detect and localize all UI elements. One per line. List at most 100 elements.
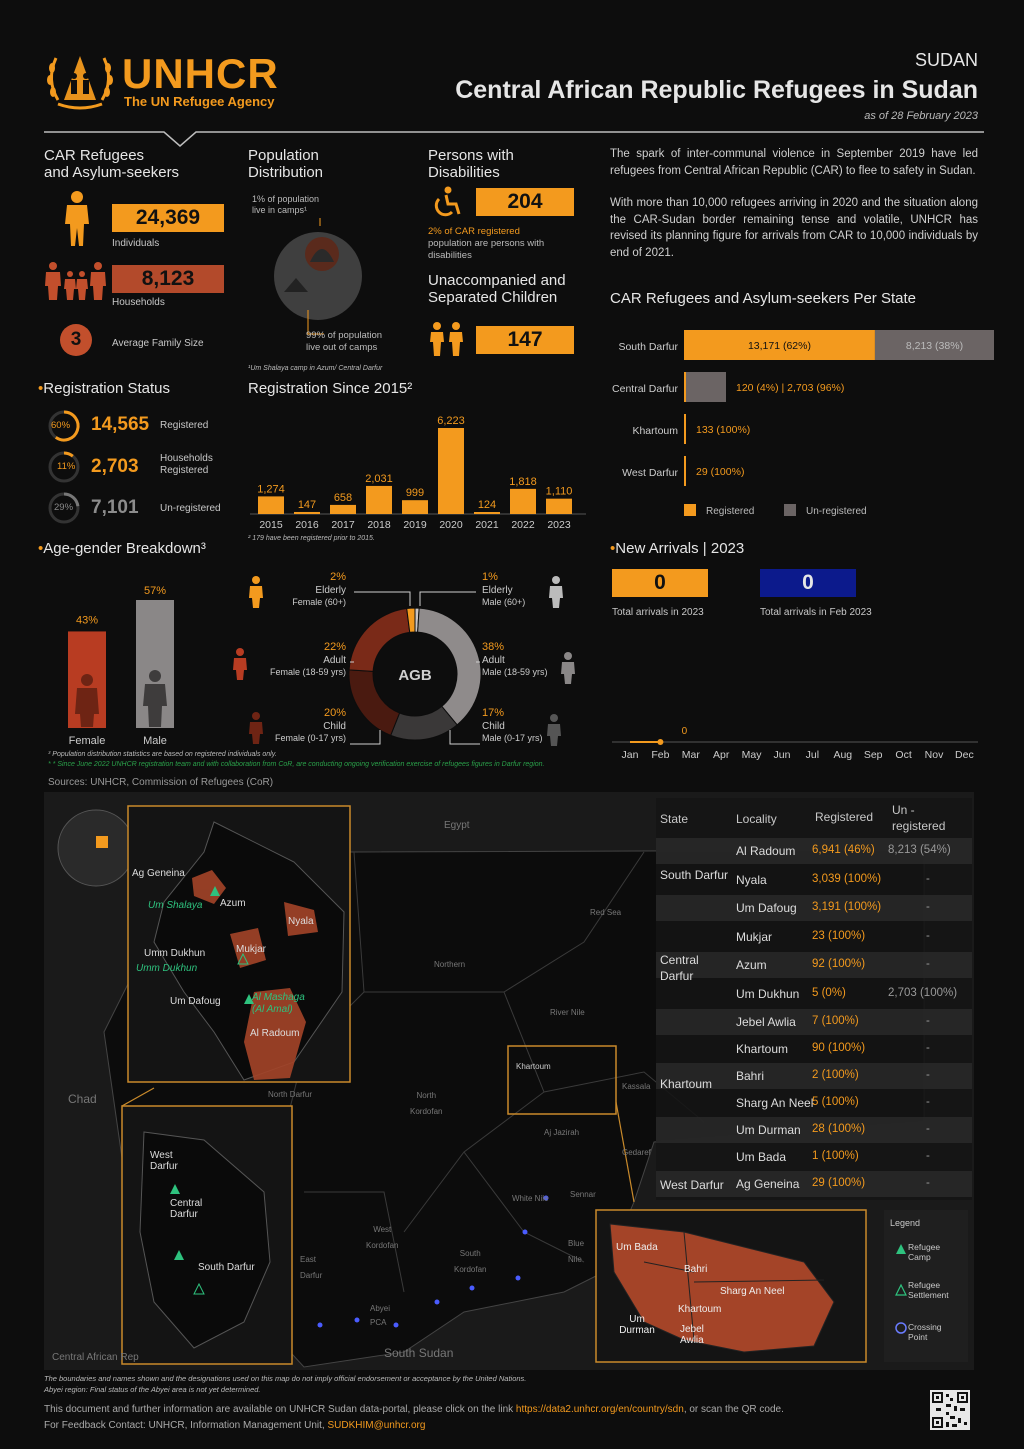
- table-cell-unregistered: -: [926, 872, 930, 885]
- map-label-west-darfur: West Darfur: [150, 1150, 178, 1172]
- table-cell-registered: 7 (100%): [812, 1015, 859, 1027]
- map-label-kh-jebel: Jebel Awlia: [680, 1324, 704, 1346]
- table-row: Al Radoum 6,941 (46%) 8,213 (54%): [656, 838, 972, 864]
- table-row: Sharg An Neel 5 (100%) -: [656, 1090, 972, 1116]
- map-label-kh-khartoum: Khartoum: [678, 1304, 722, 1315]
- map-label-kh-um-bada: Um Bada: [616, 1242, 658, 1253]
- population-title: Population Distribution: [248, 147, 324, 181]
- households-registered-label: Households Registered: [160, 453, 213, 476]
- state-unregistered-label-south-darfur: 8,213 (38%): [906, 340, 963, 352]
- agb-line2-adult-male: Male (18-59 yrs): [482, 667, 548, 677]
- map-label-northern: Northern: [434, 960, 466, 969]
- table-cell-state: South Darfur: [660, 867, 729, 882]
- individuals-label: Individuals: [112, 238, 160, 249]
- map-label-kh-sharg: Sharg An Neel: [720, 1286, 785, 1297]
- reg-bar-2019: [402, 500, 428, 514]
- unregistered-pct: 29%: [54, 502, 74, 513]
- arrivals-month-mar: Mar: [682, 749, 701, 761]
- legend-settlement: Refugee Settlement: [908, 1280, 949, 1300]
- map-label-south-darfur: South Darfur: [198, 1262, 255, 1273]
- age-gender-footnote-2: * * Since June 2022 UNHCR registration t…: [48, 761, 545, 768]
- unhcr-emblem-icon: [47, 56, 113, 110]
- agb-person-icon-head-child-male: [550, 714, 558, 722]
- map-label-um-shalaya: Um Shalaya: [148, 900, 203, 911]
- registered-ring-arc: [54, 410, 80, 442]
- table-cell-registered: 28 (100%): [812, 1123, 866, 1135]
- map-label-kh-bahri: Bahri: [684, 1264, 708, 1275]
- arrivals-month-jul: Jul: [806, 749, 819, 761]
- table-cell-registered: 5 (0%): [812, 986, 846, 999]
- table-cell-unregistered: -: [926, 958, 930, 970]
- agb-pct-elderly-male: 1%: [482, 571, 498, 583]
- refugees-title: CAR Refugees and Asylum-seekers: [44, 147, 180, 181]
- reg-value-2016: 147: [298, 499, 316, 511]
- legend-unregistered-swatch: [784, 504, 796, 516]
- unregistered-value: 7,101: [91, 497, 139, 518]
- agb-person-icon-child-female: [249, 722, 263, 744]
- footer-line-1: This document and further information ar…: [44, 1404, 784, 1415]
- reg-value-2020: 6,223: [437, 415, 465, 427]
- state-label-central-darfur: Central Darfur: [612, 383, 678, 395]
- reg-value-2023: 1,110: [546, 486, 573, 498]
- agb-person-icon-elderly-male: [549, 586, 563, 608]
- disabilities-note: 2% of CAR registered population are pers…: [428, 226, 545, 261]
- state-value-label-west-darfur: 29 (100%): [696, 466, 744, 478]
- new-arrivals-title: •New Arrivals | 2023: [610, 540, 745, 557]
- children-icon: [430, 322, 463, 356]
- qr-code-icon[interactable]: [930, 1390, 970, 1430]
- agb-segment-elderly-female: [406, 607, 416, 633]
- table-cell-locality: Um Dukhun: [736, 986, 800, 1001]
- households-pct: 11%: [57, 461, 76, 472]
- person-icon: [65, 191, 89, 246]
- agb-line2-elderly-male: Male (60+): [482, 597, 525, 607]
- table-cell-state: West Darfur: [660, 1177, 724, 1192]
- map-disclaimer-1: The boundaries and names shown and the d…: [44, 1374, 527, 1383]
- reg-bar-2020: [438, 428, 464, 514]
- male-label: Male: [143, 735, 167, 747]
- agb-person-icon-head-elderly-female: [252, 576, 260, 584]
- map-label-azum: Azum: [220, 898, 246, 909]
- arrivals-month-may: May: [742, 749, 763, 761]
- reg-value-2021: 124: [478, 499, 496, 511]
- agb-line1-elderly-female: Elderly: [315, 585, 346, 596]
- logo-text: UNHCR: [122, 50, 279, 97]
- reg-bar-2023: [546, 498, 572, 514]
- table-cell-unregistered: -: [926, 1015, 930, 1027]
- feedback-email-link[interactable]: SUDKHIM@unhcr.org: [327, 1420, 426, 1431]
- map-label-sennar: Sennar: [570, 1190, 596, 1199]
- in-camps-label: 1% of population live in camps¹: [252, 194, 320, 215]
- agb-person-icon-head-child-female: [252, 712, 260, 720]
- male-icon: [143, 684, 167, 727]
- arrivals-month-oct: Oct: [895, 749, 911, 761]
- disabilities-title: Persons with Disabilities: [428, 147, 514, 181]
- data-portal-link[interactable]: https://data2.unhcr.org/en/country/sdn: [515, 1404, 684, 1415]
- table-cell-unregistered: -: [926, 901, 930, 913]
- sex-breakdown-chart: 43% 57% Female Male: [68, 585, 174, 747]
- arrivals-month-aug: Aug: [833, 749, 852, 761]
- agb-line1-child-male: Child: [482, 721, 505, 732]
- table-cell-registered: 92 (100%): [812, 958, 866, 970]
- table-cell-locality: Nyala: [736, 872, 767, 887]
- map-label-east-darfur: East Darfur: [300, 1255, 323, 1280]
- table-body: Al Radoum 6,941 (46%) 8,213 (54%) Nyala 3,03…: [656, 838, 972, 1198]
- reg-year-2019: 2019: [403, 519, 427, 531]
- table-header-state: State: [660, 812, 689, 826]
- reg-year-2015: 2015: [259, 519, 283, 531]
- table-header-unregistered: Un - registered: [892, 803, 946, 833]
- table-row: Jebel Awlia 7 (100%) -: [656, 1009, 972, 1035]
- refugee-camp-icon: [896, 1244, 906, 1254]
- arrivals-month-nov: Nov: [925, 749, 944, 761]
- female-icon: [75, 688, 99, 727]
- map-label-car: Central African Rep: [52, 1352, 139, 1363]
- table-cell-state: Khartoum: [660, 1077, 713, 1091]
- legend-crossing: Crossing Point: [908, 1322, 942, 1342]
- table-cell-unregistered: -: [926, 1123, 930, 1135]
- table-row: Azum 92 (100%) -: [656, 952, 972, 978]
- children-title: Unaccompanied and Separated Children: [428, 272, 566, 306]
- table-cell-unregistered: -: [926, 1177, 930, 1189]
- map-label-al-mashaga: Al Mashaga (Al Amal): [252, 992, 305, 1015]
- state-label-khartoum: Khartoum: [632, 425, 678, 437]
- table-cell-registered: 29 (100%): [812, 1177, 866, 1189]
- reg-value-2017: 658: [334, 492, 352, 504]
